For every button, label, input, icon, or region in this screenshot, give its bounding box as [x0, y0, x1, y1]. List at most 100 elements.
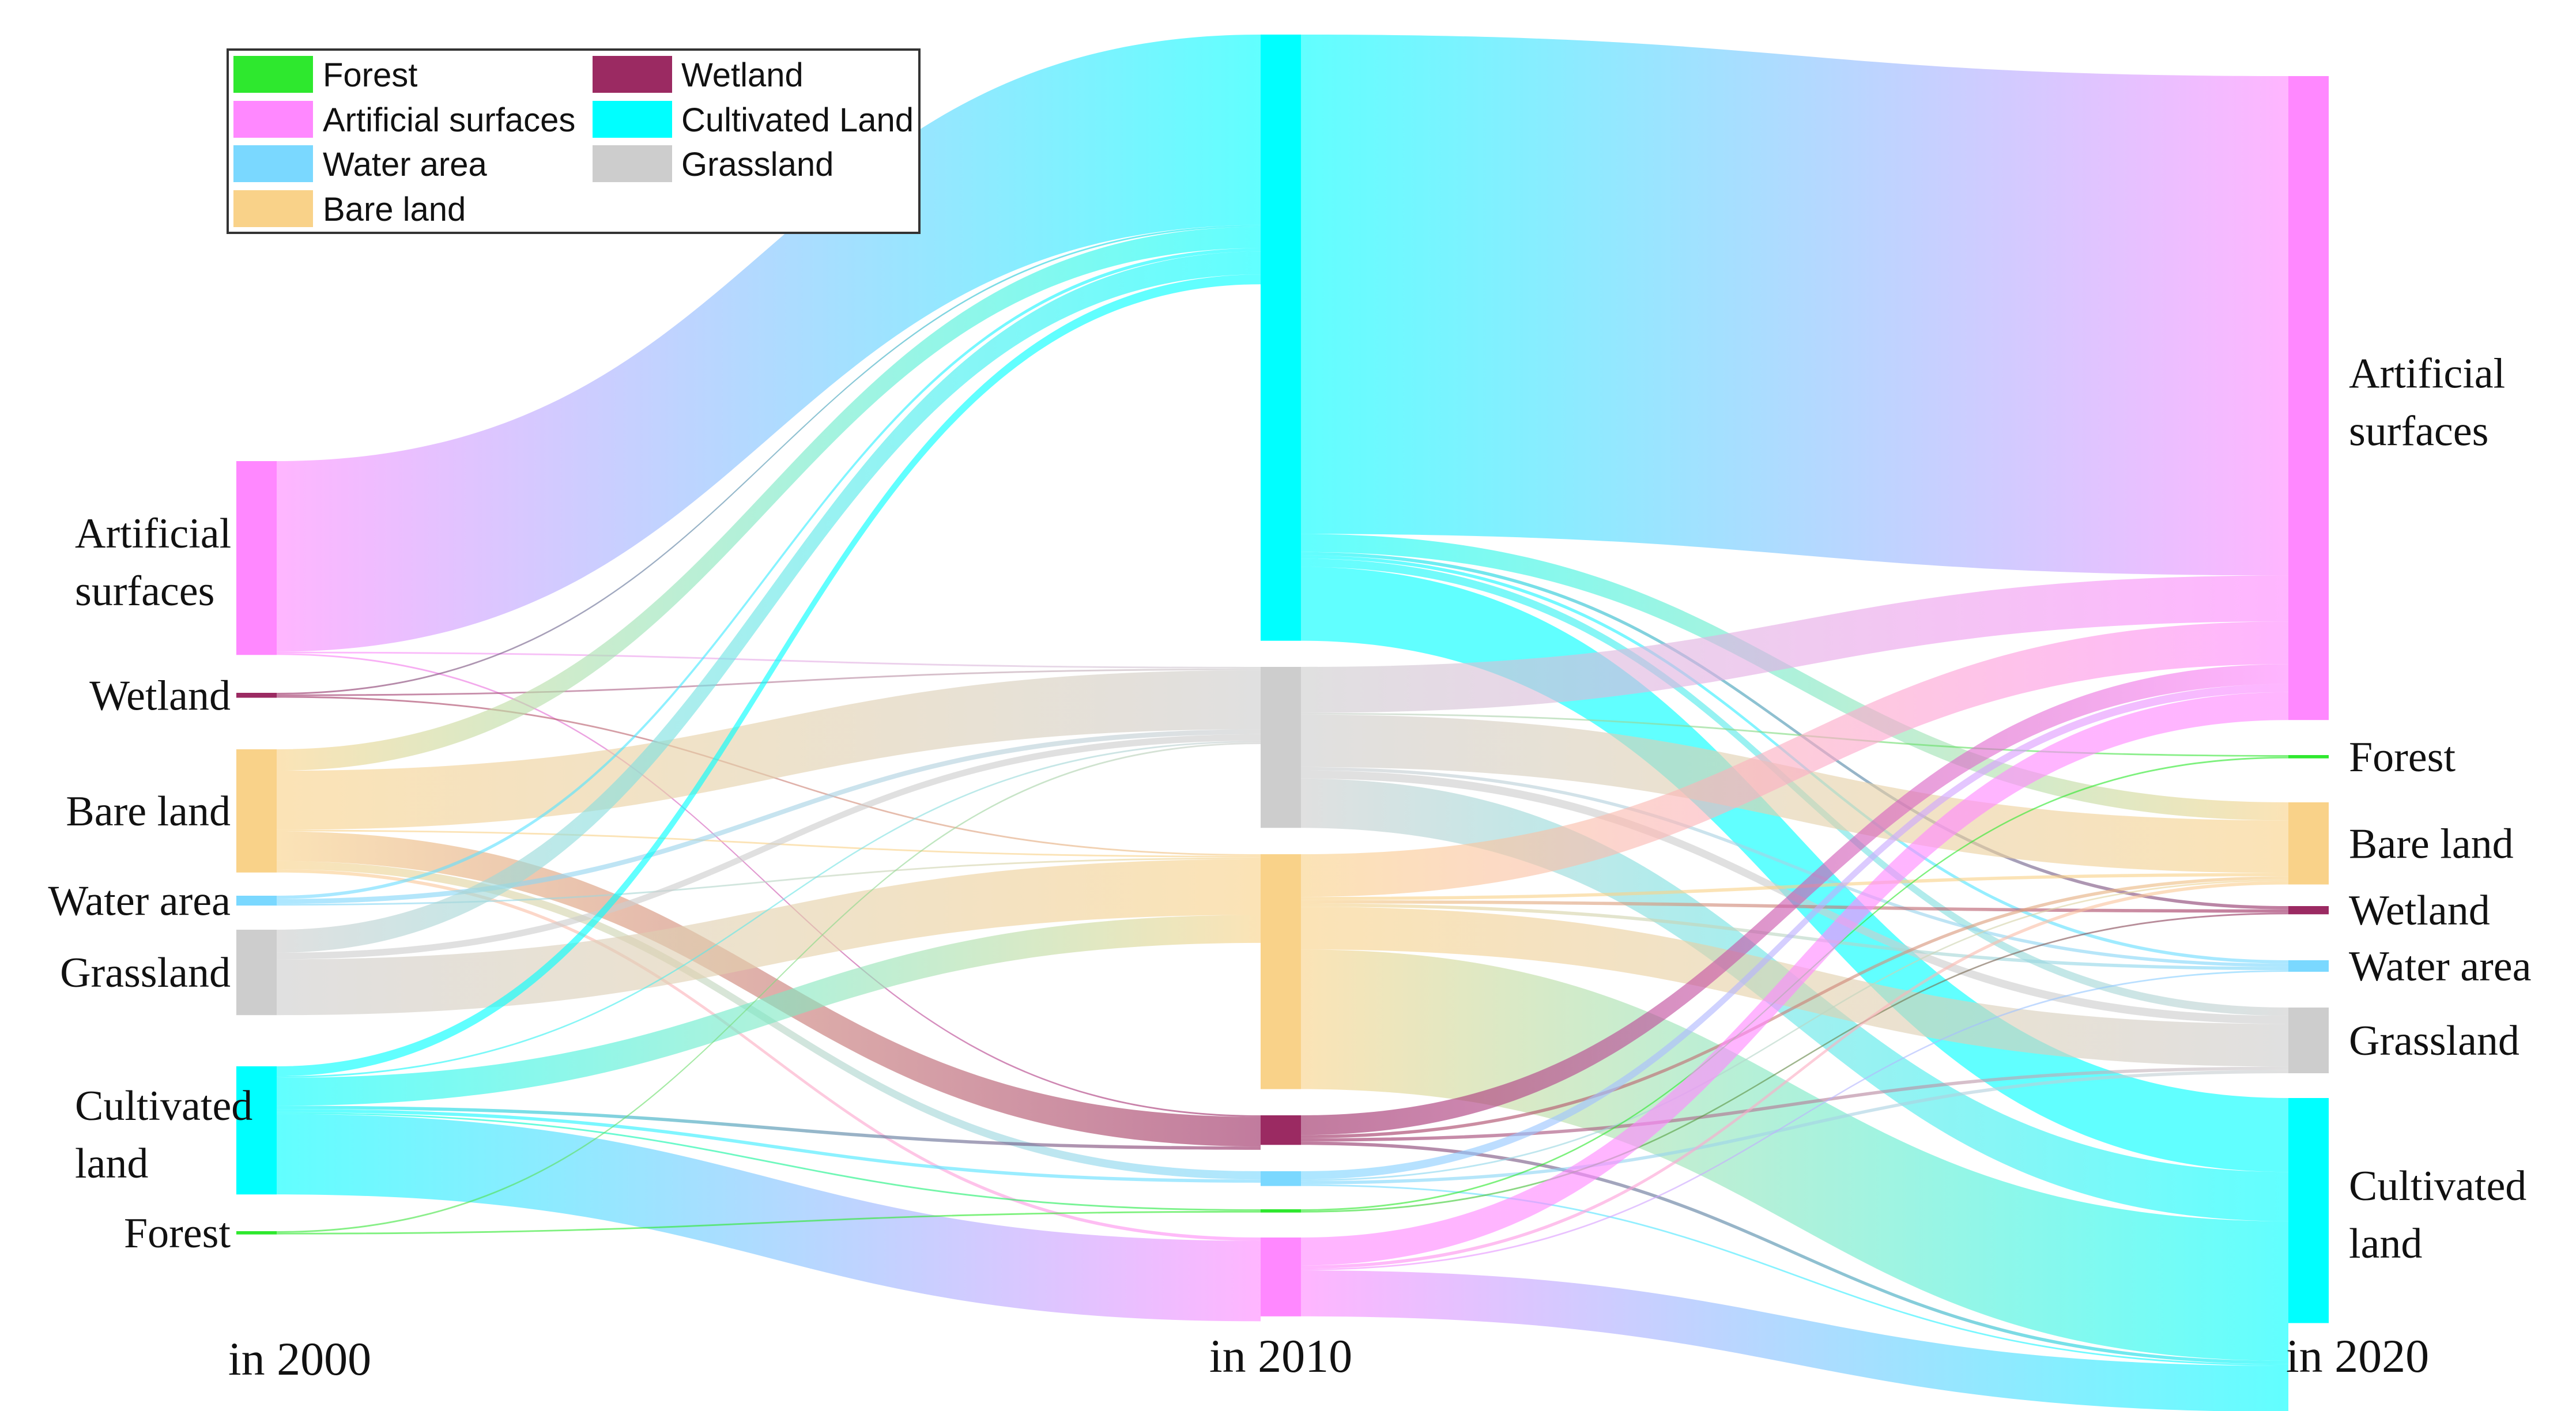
flow-a-as-to-b-cl [277, 35, 1261, 652]
legend-label-bare-land: Bare land [323, 191, 466, 228]
node-label-2000-artificial-surfaces: Artificial surfaces [75, 510, 231, 615]
node-2000-cultivated-land [236, 1066, 277, 1195]
flow-b-cl-to-c-we [1301, 552, 2288, 910]
flow-b-as-to-c-bl [1301, 881, 2288, 1269]
node-label-2020-forest: Forest [2349, 734, 2456, 781]
node-2010-artificial-surfaces [1261, 1238, 1301, 1316]
flow-a-cl-to-b-as [277, 1114, 1261, 1322]
node-2010-forest [1261, 1209, 1301, 1213]
flow-b-bl-to-c-cl [1301, 949, 2288, 1361]
flow-b-as-to-c-as [1301, 692, 2288, 1266]
flow-b-bl-to-c-wa [1301, 903, 2288, 971]
flow-a-cl-to-b-we [277, 1106, 1261, 1150]
node-label-2020-wetland: Wetland [2349, 887, 2490, 934]
node-label-2000-bare-land: Bare land [66, 788, 231, 835]
node-label-2020-cultivated-land: Cultivated land [2349, 1163, 2526, 1267]
flow-b-as-to-c-wa [1301, 970, 2288, 1270]
flow-b-gr-to-c-fo [1301, 712, 2288, 757]
flow-a-bl-to-b-as [277, 869, 1261, 1241]
flow-b-cl-to-c-cl [1301, 567, 2288, 1172]
node-2010-bare-land [1261, 854, 1301, 1089]
node-2020-wetland [2288, 906, 2329, 915]
flow-a-cl-to-b-wa [277, 1109, 1261, 1183]
node-2020-cultivated-land [2288, 1098, 2329, 1323]
flow-b-gr-to-c-bl [1301, 714, 2288, 873]
node-label-2000-grassland: Grassland [60, 949, 231, 997]
flow-a-wa-to-b-bl [277, 857, 1261, 906]
flow-b-wa-to-c-bl [1301, 879, 2288, 1182]
flow-a-we-to-b-cl [277, 225, 1261, 695]
legend-swatch-water-area [233, 145, 313, 182]
flow-b-cl-to-c-bl [1301, 534, 2288, 821]
legend-label-grassland: Grassland [681, 146, 833, 183]
flow-b-as-to-c-cl [1301, 1270, 2288, 1411]
flow-a-cl-to-b-bl [277, 915, 1261, 1106]
flow-a-cl-to-b-fo [277, 1112, 1261, 1211]
node-2000-forest [236, 1231, 277, 1235]
flow-b-bl-to-c-bl [1301, 873, 2288, 900]
legend: Forest Wetland Artificial surfaces Culti… [227, 48, 921, 234]
flow-b-we-to-c-as [1301, 664, 2288, 1135]
legend-swatch-cultivated-land [593, 101, 672, 138]
links-layer [277, 35, 2288, 1411]
node-2010-cultivated-land [1261, 35, 1301, 641]
flow-a-bl-to-b-we [277, 831, 1261, 1147]
legend-swatch-bare-land [233, 190, 313, 227]
flow-a-wa-to-b-cl [277, 248, 1261, 899]
node-2020-bare-land [2288, 802, 2329, 885]
node-2020-water-area [2288, 960, 2329, 972]
legend-box [227, 48, 921, 234]
node-label-2020-grassland: Grassland [2349, 1017, 2520, 1065]
flow-b-we-to-c-bl [1301, 876, 2288, 1138]
flow-a-as-to-b-we [277, 653, 1261, 1117]
node-2010-grassland [1261, 667, 1301, 828]
flow-b-gr-to-c-wa [1301, 767, 2288, 967]
legend-label-cultivated-land: Cultivated Land [681, 101, 914, 139]
flow-b-wa-to-c-gr [1301, 1070, 2288, 1184]
legend-swatch-artificial-surfaces [233, 101, 313, 138]
flow-a-fo-to-b-gr [277, 742, 1261, 1233]
flow-a-wa-to-b-gr [277, 729, 1261, 904]
stage-label-2020: in 2020 [2286, 1330, 2429, 1382]
flow-a-gr-to-b-bl [277, 859, 1261, 1016]
node-label-2000-forest: Forest [124, 1210, 231, 1257]
node-2000-bare-land [236, 749, 277, 873]
flow-b-wa-to-c-as [1301, 684, 2288, 1180]
stage-label-2000: in 2000 [228, 1333, 371, 1385]
flow-a-as-to-b-gr [277, 651, 1261, 669]
stage-label-2010: in 2010 [1209, 1330, 1352, 1382]
flow-a-bl-to-b-gr [277, 670, 1261, 830]
legend-label-forest: Forest [323, 56, 417, 94]
flow-b-gr-to-c-as [1301, 575, 2288, 713]
node-label-2020-bare-land: Bare land [2349, 820, 2514, 867]
node-labels-layer: Artificial surfaces Wetland Bare land Water … [48, 350, 2532, 1268]
flow-b-we-to-c-gr [1301, 1066, 2288, 1142]
flow-a-gr-to-b-gr [277, 734, 1261, 960]
nodes-layer [236, 35, 2329, 1323]
legend-label-wetland: Wetland [681, 56, 804, 94]
flow-a-we-to-b-gr [277, 668, 1261, 696]
legend-swatch-wetland [593, 56, 672, 93]
node-2020-forest [2288, 755, 2329, 759]
legend-swatch-forest [233, 56, 313, 93]
node-label-2000-water-area: Water area [48, 878, 231, 925]
node-2000-artificial-surfaces [236, 461, 277, 655]
node-label-2020-water-area: Water area [2349, 943, 2532, 990]
flow-a-fo-to-b-fo [277, 1210, 1261, 1235]
node-2010-wetland [1261, 1115, 1301, 1145]
flow-a-gr-to-b-cl [277, 251, 1261, 953]
node-2020-grassland [2288, 1008, 2329, 1073]
legend-swatch-grassland [593, 145, 672, 182]
flow-a-cl-to-b-cl [277, 274, 1261, 1077]
flow-b-cl-to-c-as [1301, 35, 2288, 576]
flow-b-wa-to-c-cl [1301, 1184, 2288, 1366]
flow-b-fo-to-c-we [1301, 912, 2288, 1213]
node-2000-grassland [236, 930, 277, 1016]
legend-label-artificial-surfaces: Artificial surfaces [323, 101, 575, 139]
node-2000-wetland [236, 693, 277, 698]
node-2010-water-area [1261, 1171, 1301, 1186]
node-2000-water-area [236, 896, 277, 906]
stage-labels: in 2000 in 2010 in 2020 [228, 1330, 2429, 1385]
node-label-2000-cultivated-land: Cultivated land [75, 1082, 252, 1187]
